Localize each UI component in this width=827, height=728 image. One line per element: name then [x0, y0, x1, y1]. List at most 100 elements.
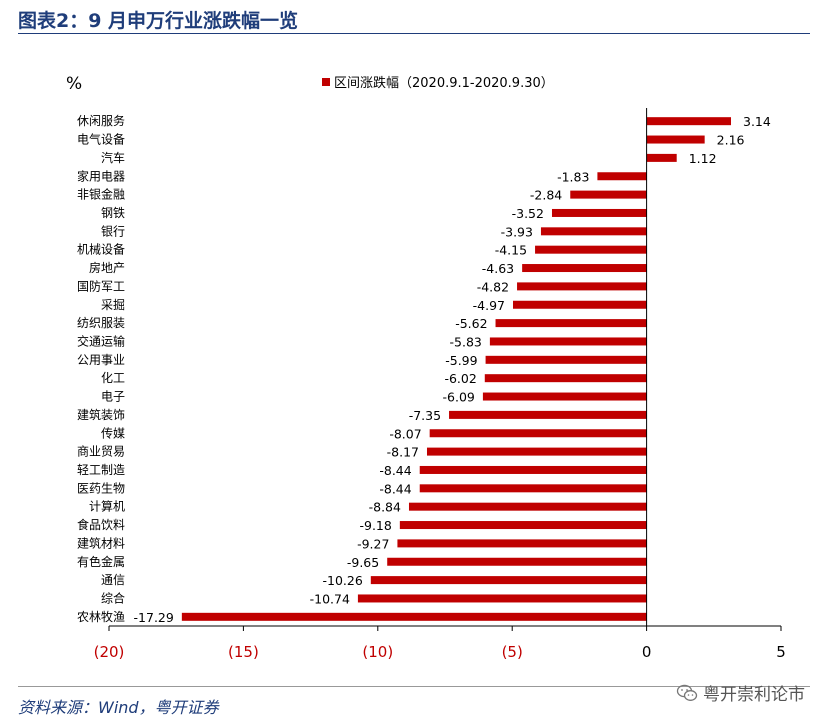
data-label: -5.62: [455, 316, 487, 331]
bar-8: [522, 264, 647, 273]
x-tick-label: (15): [228, 643, 259, 661]
category-label: 医药生物: [77, 481, 125, 495]
bar-14: [484, 374, 647, 383]
watermark-text: 粤开崇利论市: [703, 685, 805, 705]
bar-0: [646, 117, 732, 126]
category-label: 电气设备: [77, 132, 125, 147]
data-label: -6.02: [444, 371, 476, 386]
category-label: 银行: [101, 224, 125, 238]
data-label: 1.12: [689, 151, 717, 166]
data-label: -9.27: [357, 536, 389, 551]
bar-11: [495, 319, 647, 328]
bar-1: [646, 135, 705, 144]
data-label: -4.82: [477, 279, 509, 294]
category-label: 建筑材料: [77, 535, 125, 550]
category-label: 汽车: [101, 150, 125, 165]
data-label: -4.97: [473, 298, 505, 313]
bar-21: [408, 502, 647, 511]
bar-12: [489, 337, 647, 346]
data-label: -6.09: [443, 390, 475, 405]
bar-27: [181, 612, 647, 621]
data-label: -5.83: [450, 334, 482, 349]
category-label: 有色金属: [77, 554, 125, 569]
source-note: 资料来源：Wind，粤开证券: [18, 698, 219, 717]
bar-16: [449, 410, 647, 419]
bars-layer: 休闲服务 3.14 电气设备 2.16 汽车 1.12 家用电器 -1.83 非银金融 -2.84…: [77, 113, 771, 625]
data-label: 3.14: [743, 114, 771, 129]
data-label: -5.99: [445, 353, 477, 368]
category-label: 公用事业: [77, 353, 125, 367]
category-label: 化工: [101, 371, 125, 385]
bar-26: [357, 594, 647, 603]
title-divider: [18, 33, 810, 34]
data-label: -1.83: [557, 169, 589, 184]
bar-10: [513, 300, 647, 309]
page-title: 图表2：9 月申万行业涨跌幅一览: [18, 10, 299, 32]
data-label: -8.84: [369, 500, 401, 515]
bar-19: [419, 465, 647, 474]
bar-24: [387, 557, 647, 566]
data-label: -7.35: [409, 408, 441, 423]
bar-9: [517, 282, 647, 291]
category-label: 综合: [101, 590, 125, 605]
category-label: 非银金融: [77, 187, 125, 202]
x-tick-label: 0: [642, 643, 652, 661]
data-label: -9.65: [347, 555, 379, 570]
category-label: 计算机: [89, 499, 125, 514]
data-label: -2.84: [530, 188, 562, 203]
bar-13: [485, 355, 647, 364]
data-label: -4.63: [482, 261, 514, 276]
category-label: 国防军工: [77, 278, 125, 293]
category-label: 建筑装饰: [77, 407, 125, 422]
legend-swatch: [322, 78, 330, 86]
bar-23: [397, 539, 647, 548]
data-label: -3.52: [512, 206, 544, 221]
y-axis-unit-label: %: [66, 74, 82, 94]
footer-divider: [18, 686, 810, 687]
bar-20: [419, 484, 647, 493]
bar-25: [370, 576, 647, 585]
bar-5: [551, 208, 647, 217]
category-label: 交通运输: [77, 333, 125, 348]
data-label: -3.93: [501, 224, 533, 239]
data-label: -17.29: [134, 610, 174, 625]
data-label: -8.44: [379, 481, 411, 496]
category-label: 电子: [101, 390, 125, 404]
data-label: -8.17: [387, 445, 419, 460]
wechat-icon: [676, 684, 698, 701]
bar-2: [646, 153, 677, 162]
category-label: 钢铁: [101, 206, 125, 220]
category-label: 机械设备: [77, 242, 125, 257]
data-label: -8.44: [379, 463, 411, 478]
data-label: -9.18: [359, 518, 391, 533]
bar-4: [570, 190, 647, 199]
watermark: 粤开崇利论市: [675, 680, 805, 705]
x-tick-label: (20): [94, 643, 125, 661]
category-label: 房地产: [89, 260, 125, 275]
category-label: 食品饮料: [77, 517, 125, 532]
category-label: 传媒: [101, 425, 125, 440]
bar-3: [597, 172, 647, 181]
data-label: -4.15: [495, 243, 527, 258]
data-label: 2.16: [717, 133, 745, 148]
legend-label: 区间涨跌幅（2020.9.1-2020.9.30）: [334, 75, 554, 91]
data-label: -10.74: [310, 591, 350, 606]
x-tick-label: (5): [502, 643, 523, 661]
bar-6: [540, 227, 647, 236]
category-label: 采掘: [101, 297, 125, 312]
bar-22: [399, 521, 647, 530]
bar-15: [482, 392, 647, 401]
bar-17: [429, 429, 647, 438]
category-label: 农林牧渔: [77, 610, 125, 624]
bar-18: [426, 447, 647, 456]
category-label: 轻工制造: [77, 463, 125, 477]
category-label: 纺织服装: [77, 316, 125, 330]
bar-chart: % 区间涨跌幅（2020.9.1-2020.9.30） 休闲服务 3.14 电气设备…: [66, 74, 786, 661]
data-label: -10.26: [323, 573, 363, 588]
x-axis: (20) (15) (10) (5) 0 5: [94, 108, 786, 661]
category-label: 休闲服务: [77, 113, 125, 128]
category-label: 通信: [101, 573, 125, 587]
data-label: -8.07: [389, 426, 421, 441]
category-label: 家用电器: [77, 168, 125, 183]
x-tick-label: 5: [776, 643, 786, 661]
